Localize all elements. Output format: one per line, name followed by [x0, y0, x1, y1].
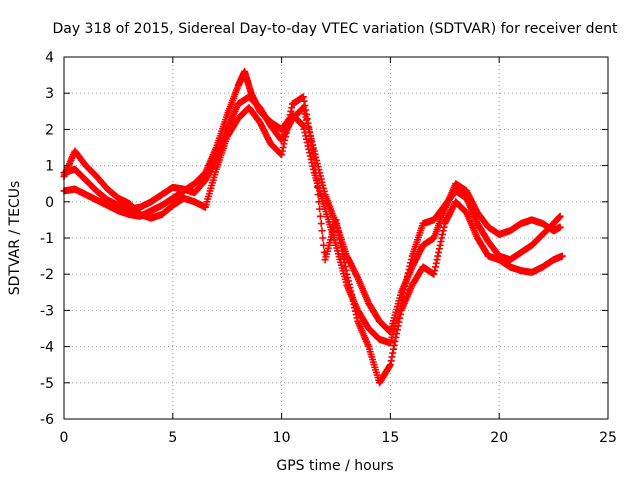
x-tick-label: 20 — [490, 430, 508, 446]
y-tick-label: -4 — [40, 340, 54, 356]
axis-ticks — [63, 56, 609, 420]
data-point — [311, 162, 319, 170]
data-point — [313, 176, 321, 184]
data-point — [318, 227, 326, 235]
data-point — [558, 252, 566, 260]
y-tick-label: -2 — [40, 267, 54, 283]
y-tick-label: 0 — [45, 195, 54, 211]
y-tick-label: -5 — [40, 376, 54, 392]
x-tick-label: 15 — [381, 430, 399, 446]
y-tick-label: 3 — [45, 86, 54, 102]
x-tick-label: 10 — [273, 430, 291, 446]
y-tick-label: 1 — [45, 159, 54, 175]
data-point — [312, 169, 320, 177]
tick-labels: 0 5 10 15 20 25 -6 -5 -4 -3 -2 -1 0 1 2 3 4 — [40, 50, 617, 446]
y-tick-label: 4 — [45, 50, 54, 66]
data-point — [316, 212, 324, 220]
y-tick-label: -1 — [40, 231, 54, 247]
data-point — [556, 212, 564, 220]
y-axis-label: SDTVAR / TECUs — [7, 181, 23, 296]
x-tick-label: 25 — [599, 430, 617, 446]
data-point — [316, 205, 324, 213]
series-1 — [60, 67, 564, 347]
data-point — [317, 220, 325, 228]
x-tick-label: 0 — [60, 430, 69, 446]
data-point — [314, 191, 322, 199]
y-tick-label: -6 — [40, 412, 54, 428]
data-points — [60, 67, 566, 387]
data-point — [556, 223, 564, 231]
x-axis-label: GPS time / hours — [276, 458, 393, 474]
y-tick-label: -3 — [40, 303, 54, 319]
data-point — [315, 198, 323, 206]
chart-title: Day 318 of 2015, Sidereal Day-to-day VTE… — [52, 21, 618, 37]
series-3 — [60, 93, 566, 387]
data-point — [319, 234, 327, 242]
data-point — [313, 183, 321, 191]
x-tick-label: 5 — [168, 430, 177, 446]
y-tick-label: 2 — [45, 122, 54, 138]
series-2 — [60, 93, 564, 336]
data-point — [310, 154, 318, 162]
